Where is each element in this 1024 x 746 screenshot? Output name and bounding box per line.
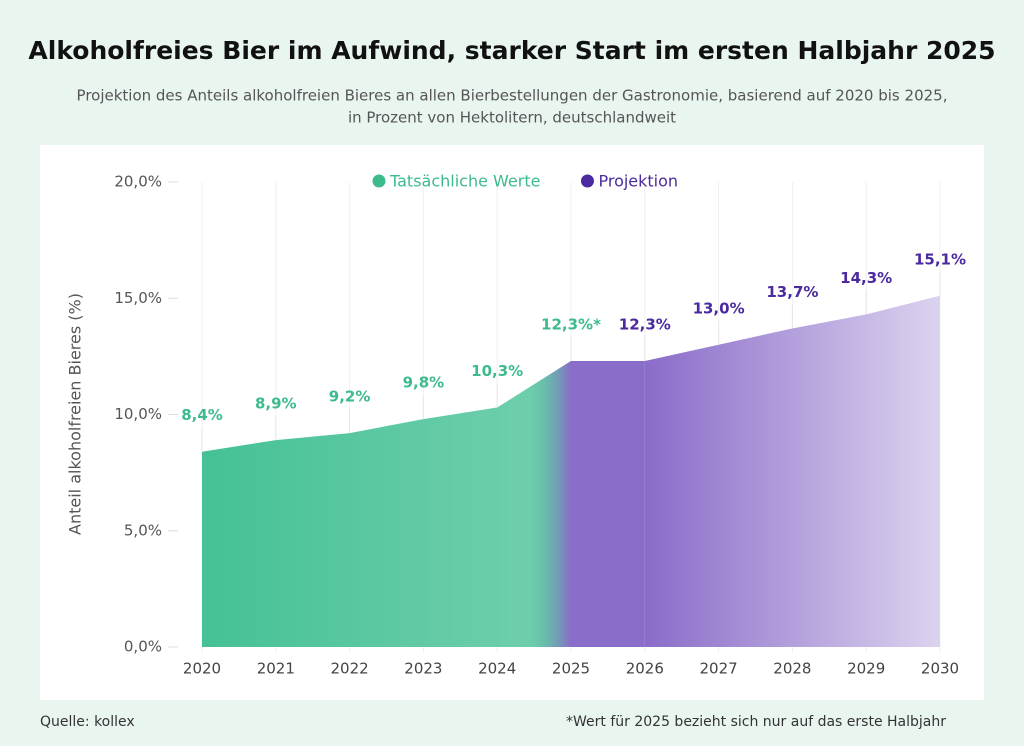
value-label: 9,2%: [329, 388, 371, 406]
x-tick-label: 2022: [331, 660, 369, 678]
subtitle: in Prozent von Hektolitern, deutschlandw…: [348, 109, 676, 127]
legend-label: Projektion: [598, 172, 678, 191]
x-tick-label: 2028: [773, 660, 811, 678]
area-blend: [526, 361, 571, 647]
y-tick-label: 15,0%: [114, 289, 162, 307]
value-label: 8,4%: [181, 406, 223, 424]
y-axis-label: Anteil alkoholfreien Bieres (%): [66, 293, 85, 535]
x-tick-label: 2027: [700, 660, 738, 678]
chart-title: Alkoholfreies Bier im Aufwind, starker S…: [28, 36, 995, 65]
area-fade: [644, 295, 940, 647]
y-tick-label: 10,0%: [114, 405, 162, 423]
x-tick-label: 2021: [257, 660, 295, 678]
source: Quelle: kollex: [40, 714, 135, 730]
value-label: 12,3%: [619, 316, 671, 334]
x-tick-label: 2023: [404, 660, 442, 678]
value-label: 12,3%*: [541, 316, 601, 334]
area-connector: [571, 361, 645, 647]
value-label: 14,3%: [840, 269, 892, 287]
value-label: 10,3%: [471, 362, 523, 380]
value-label: 13,0%: [693, 299, 745, 317]
y-tick-label: 5,0%: [124, 521, 162, 539]
legend-marker: [372, 174, 386, 188]
x-tick-label: 2024: [478, 660, 516, 678]
footnote: *Wert für 2025 bezieht sich nur auf das …: [566, 714, 946, 730]
subtitle: Projektion des Anteils alkoholfreien Bie…: [77, 87, 948, 105]
area-fade: [202, 361, 571, 647]
x-tick-label: 2020: [183, 660, 221, 678]
value-label: 13,7%: [766, 283, 818, 301]
value-label: 8,9%: [255, 395, 297, 413]
value-label: 15,1%: [914, 250, 966, 268]
x-tick-label: 2030: [921, 660, 959, 678]
legend-marker: [580, 174, 594, 188]
x-tick-label: 2026: [626, 660, 664, 678]
x-tick-label: 2025: [552, 660, 590, 678]
y-tick-label: 20,0%: [114, 173, 162, 191]
x-tick-label: 2029: [847, 660, 885, 678]
y-tick-label: 0,0%: [124, 638, 162, 656]
legend-label: Tatsächliche Werte: [389, 172, 540, 191]
value-label: 9,8%: [403, 374, 445, 392]
